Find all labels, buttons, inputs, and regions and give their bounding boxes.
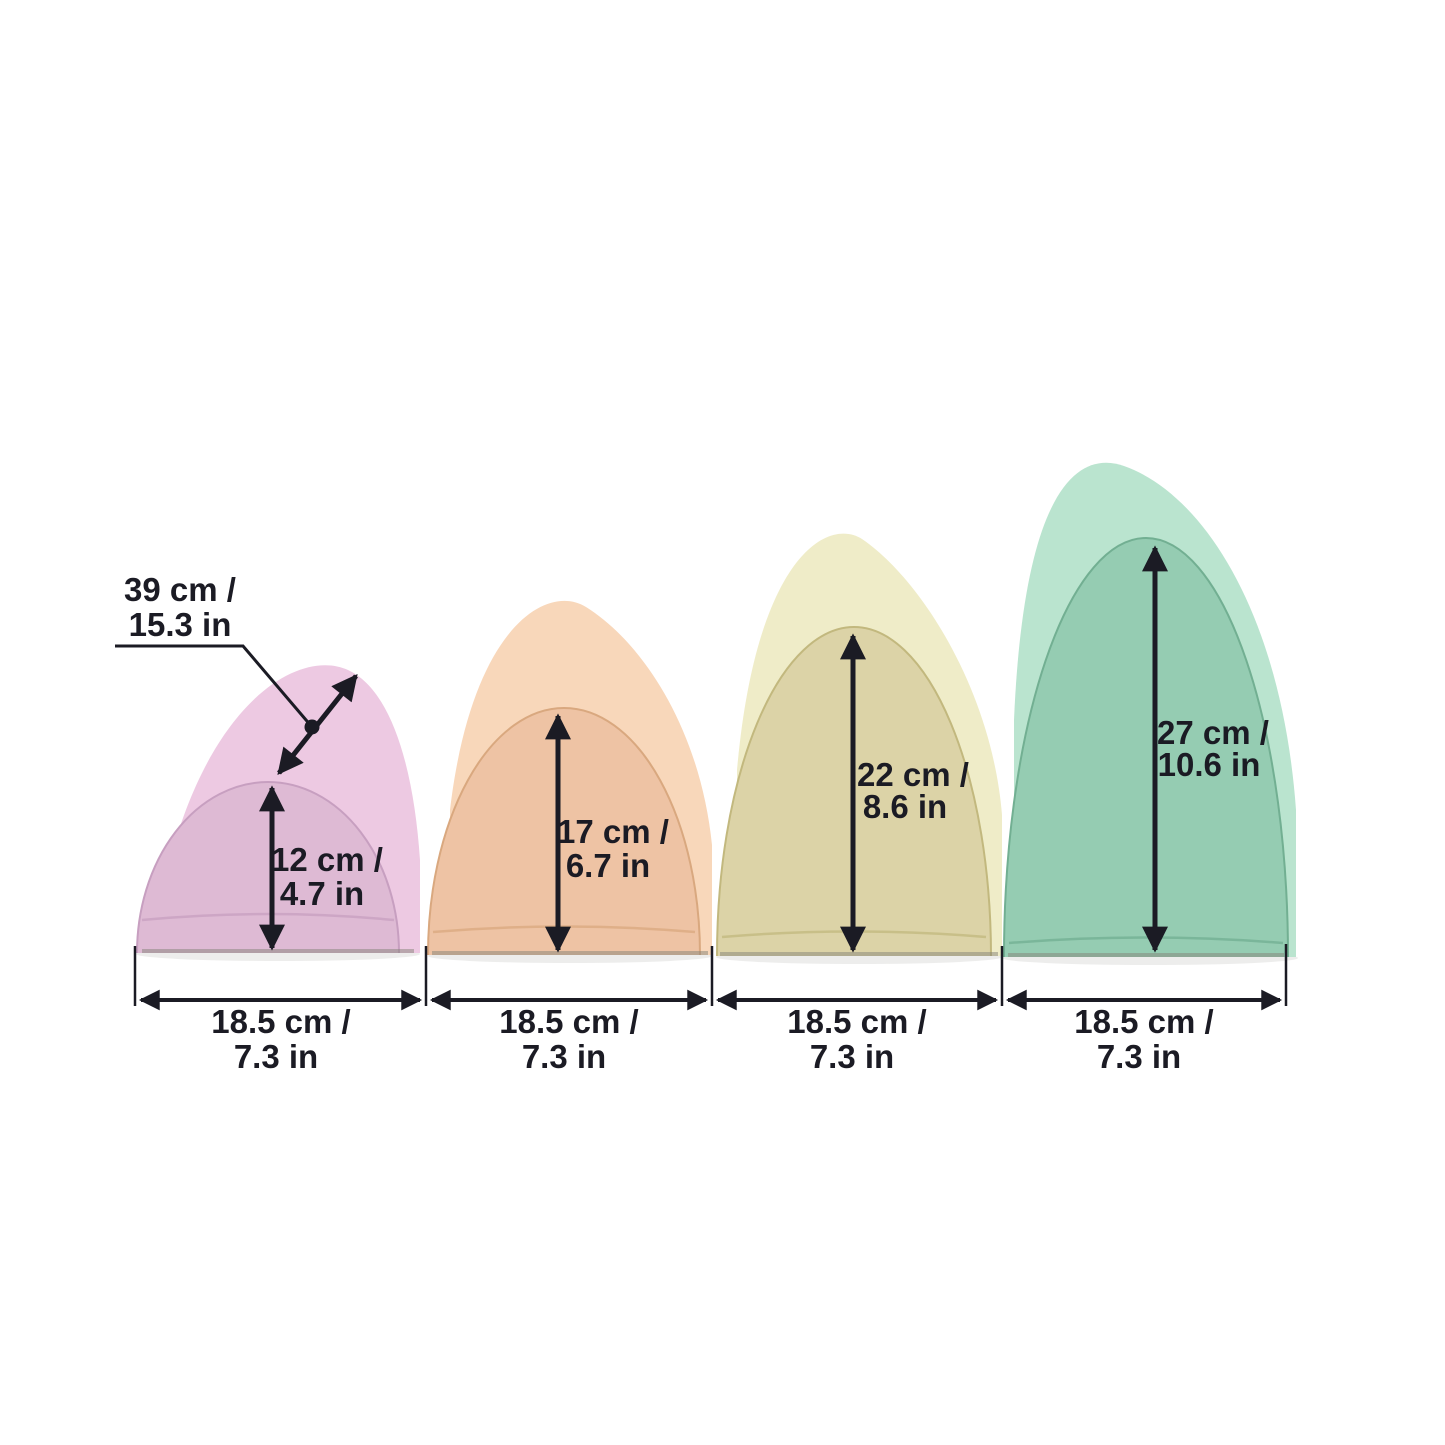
labels-group: 39 cm / 15.3 in 12 cm / 4.7 in 17 cm / 6… xyxy=(124,571,1269,1075)
block-yellow xyxy=(716,533,1002,964)
mint-width-label-line2: 7.3 in xyxy=(1097,1038,1181,1075)
length-leader-dot xyxy=(304,719,320,735)
peach-width-label-line1: 18.5 cm / xyxy=(499,1003,638,1040)
pink-length-label-line2: 15.3 in xyxy=(129,606,232,643)
mint-height-label-line2: 10.6 in xyxy=(1158,746,1261,783)
peach-height-label-line2: 6.7 in xyxy=(566,847,650,884)
pink-length-label-line1: 39 cm / xyxy=(124,571,236,608)
yellow-height-label-line1: 22 cm / xyxy=(857,756,969,793)
peach-height-label-line1: 17 cm / xyxy=(557,813,669,850)
pink-width-label-line1: 18.5 cm / xyxy=(211,1003,350,1040)
yellow-width-label-line1: 18.5 cm / xyxy=(787,1003,926,1040)
yellow-width-label-line2: 7.3 in xyxy=(810,1038,894,1075)
pink-width-label-line2: 7.3 in xyxy=(234,1038,318,1075)
yellow-height-label-line2: 8.6 in xyxy=(863,788,947,825)
pink-height-label-line2: 4.7 in xyxy=(280,875,364,912)
peach-width-label-line2: 7.3 in xyxy=(522,1038,606,1075)
pink-height-label-line1: 12 cm / xyxy=(271,841,383,878)
mint-height-label-line1: 27 cm / xyxy=(1157,714,1269,751)
mint-width-label-line1: 18.5 cm / xyxy=(1074,1003,1213,1040)
